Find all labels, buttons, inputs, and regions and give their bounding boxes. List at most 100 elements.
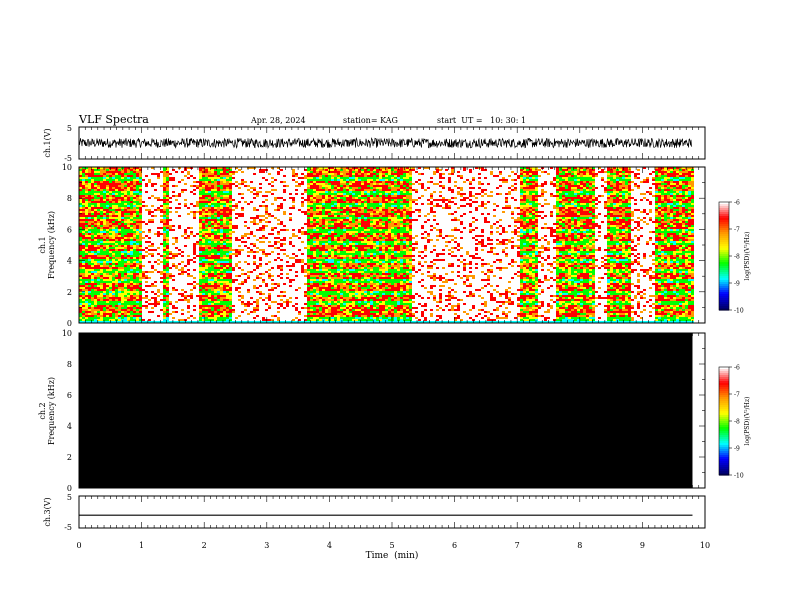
spectrogram-cell: [193, 249, 196, 251]
spectrogram-cell: [142, 267, 145, 269]
spectrogram-cell: [193, 255, 196, 257]
spectrogram-cell: [115, 205, 118, 207]
spectrogram-cell: [148, 173, 151, 175]
spectrogram-cell: [202, 171, 205, 173]
spectrogram-cell: [262, 167, 265, 169]
spectrogram-cell: [169, 289, 172, 291]
spectrogram-cell: [91, 245, 94, 247]
spectrogram-cell: [85, 235, 88, 237]
spectrogram-cell: [103, 269, 106, 271]
spectrogram-cell: [85, 211, 88, 213]
spectrogram-cell: [127, 229, 130, 231]
spectrogram-cell: [196, 201, 199, 203]
spectrogram-cell: [205, 179, 208, 181]
spectrogram-cell: [151, 169, 154, 171]
spectrogram-cell: [100, 295, 103, 297]
spectrogram-cell: [220, 217, 223, 219]
spectrogram-cell: [259, 291, 262, 293]
spectrogram-cell: [217, 181, 220, 183]
spectrogram-cell: [211, 247, 214, 249]
spectrogram-cell: [136, 295, 139, 297]
spectrogram-cell: [163, 231, 166, 233]
spectrogram-cell: [232, 317, 235, 319]
spectrogram-cell: [256, 207, 259, 209]
spectrogram-cell: [121, 305, 124, 307]
spectrogram-cell: [154, 189, 157, 191]
spectrogram-cell: [172, 281, 175, 283]
spectrogram-cell: [238, 207, 241, 209]
spectrogram-cell: [256, 181, 259, 183]
spectrogram-cell: [130, 169, 133, 171]
spectrogram-cell: [220, 191, 223, 193]
spectrogram-cell: [85, 223, 88, 225]
spectrogram-cell: [118, 299, 121, 301]
spectrogram-cell: [94, 273, 97, 275]
spectrogram-cell: [157, 245, 160, 247]
spectrogram-cell: [253, 211, 256, 213]
spectrogram-cell: [115, 203, 118, 205]
spectrogram-cell: [79, 273, 82, 275]
spectrogram-cell: [112, 223, 115, 225]
spectrogram-cell: [91, 315, 94, 317]
spectrogram-cell: [238, 287, 241, 289]
spectrogram-cell: [82, 293, 85, 295]
spectrogram-cell: [100, 213, 103, 215]
spectrogram-cell: [115, 283, 118, 285]
spectrogram-cell: [250, 189, 253, 191]
spectrogram-cell: [244, 169, 247, 171]
spectrogram-cell: [175, 317, 178, 319]
spectrogram-cell: [223, 211, 226, 213]
spectrogram-cell: [223, 251, 226, 253]
spectrogram-cell: [193, 183, 196, 185]
spectrogram-cell: [106, 309, 109, 311]
spectrogram-cell: [202, 195, 205, 197]
spectrogram-cell: [103, 241, 106, 243]
spectrogram-cell: [91, 191, 94, 193]
spectrogram-cell: [133, 281, 136, 283]
spectrogram-cell: [88, 181, 91, 183]
spectrogram-cell: [217, 321, 220, 323]
spectrogram-cell: [166, 197, 169, 199]
spectrogram-cell: [256, 317, 259, 319]
spectrogram-cell: [172, 259, 175, 261]
spectrogram-cell: [205, 175, 208, 177]
spectrogram-cell: [79, 287, 82, 289]
spectrogram-cell: [187, 303, 190, 305]
spectrogram-cell: [97, 271, 100, 273]
spectrogram-cell: [109, 209, 112, 211]
spectrogram-cell: [79, 301, 82, 303]
spectrogram-cell: [169, 185, 172, 187]
spectrogram-cell: [259, 307, 262, 309]
spectrogram-cell: [211, 205, 214, 207]
spectrogram-cell: [148, 235, 151, 237]
spectrogram-cell: [145, 219, 148, 221]
spectrogram-cell: [136, 263, 139, 265]
spectrogram-cell: [127, 205, 130, 207]
spectrogram-cell: [229, 169, 232, 171]
spectrogram-cell: [127, 305, 130, 307]
spectrogram-cell: [118, 265, 121, 267]
spectrogram-cell: [226, 169, 229, 171]
spectrogram-cell: [139, 253, 142, 255]
spectrogram-cell: [229, 321, 232, 323]
spectrogram-cell: [166, 227, 169, 229]
spectrogram-cell: [100, 287, 103, 289]
spectrogram-cell: [112, 181, 115, 183]
spectrogram-cell: [97, 207, 100, 209]
spectrogram-cell: [205, 263, 208, 265]
spectrogram-cell: [127, 207, 130, 209]
spectrogram-cell: [112, 171, 115, 173]
spectrogram-cell: [232, 285, 235, 287]
spectrogram-cell: [253, 267, 256, 269]
spectrogram-cell: [175, 303, 178, 305]
spectrogram-cell: [232, 305, 235, 307]
spectrogram-cell: [109, 309, 112, 311]
spectrogram-cell: [100, 241, 103, 243]
spectrogram-cell: [100, 207, 103, 209]
spectrogram-cell: [127, 307, 130, 309]
spectrogram-cell: [241, 189, 244, 191]
spectrogram-cell: [91, 219, 94, 221]
spectrogram-cell: [181, 237, 184, 239]
spectrogram-cell: [154, 287, 157, 289]
spectrogram-cell: [112, 187, 115, 189]
